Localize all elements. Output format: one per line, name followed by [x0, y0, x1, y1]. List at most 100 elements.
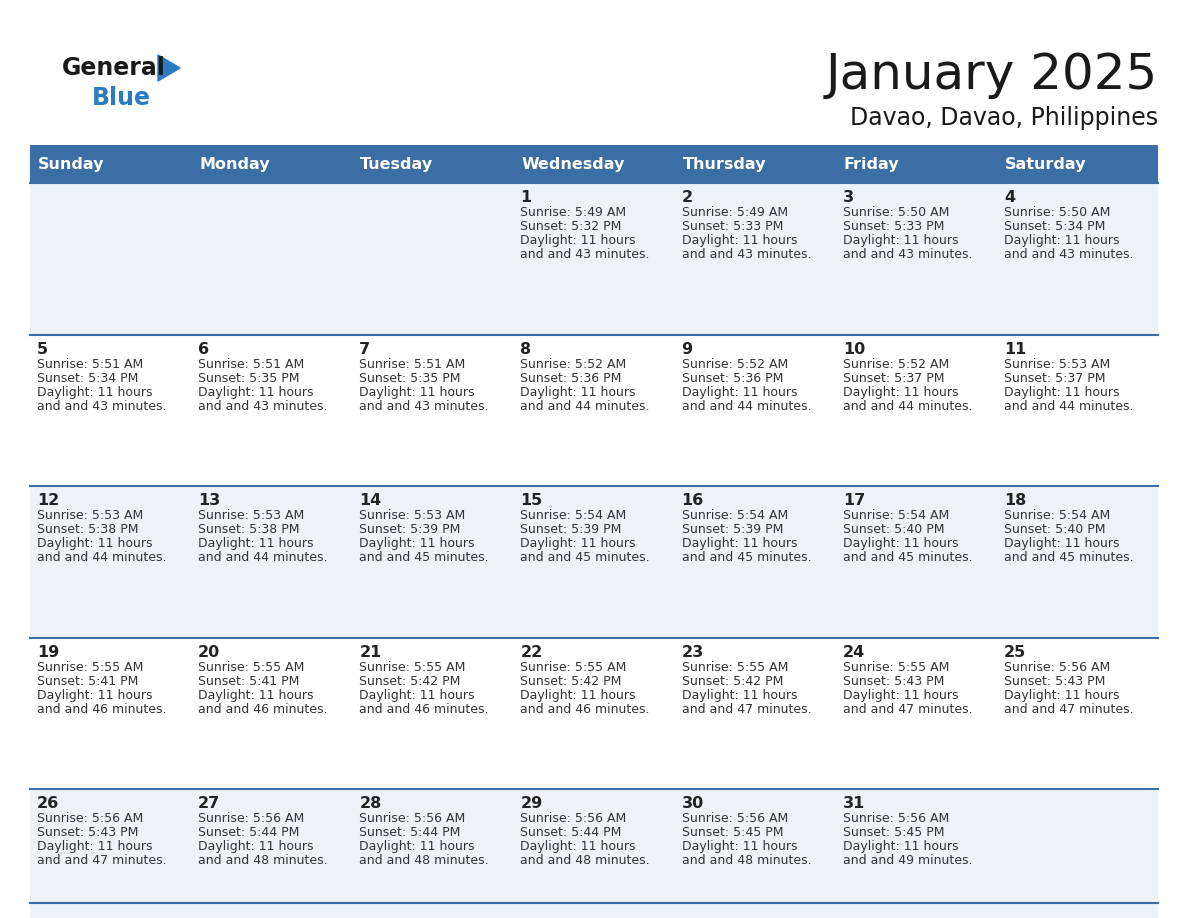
- Text: 19: 19: [37, 644, 59, 660]
- Text: Daylight: 11 hours: Daylight: 11 hours: [359, 386, 475, 398]
- Text: 31: 31: [842, 797, 865, 812]
- Text: 22: 22: [520, 644, 543, 660]
- Text: Sunrise: 5:52 AM: Sunrise: 5:52 AM: [842, 358, 949, 371]
- Text: 30: 30: [682, 797, 703, 812]
- Text: Daylight: 11 hours: Daylight: 11 hours: [37, 840, 152, 854]
- Text: 11: 11: [1004, 341, 1026, 356]
- Text: Sunset: 5:43 PM: Sunset: 5:43 PM: [1004, 675, 1105, 688]
- FancyBboxPatch shape: [675, 789, 835, 918]
- Text: Sunset: 5:33 PM: Sunset: 5:33 PM: [682, 220, 783, 233]
- Text: and and 44 minutes.: and and 44 minutes.: [198, 551, 328, 565]
- Text: Sunset: 5:43 PM: Sunset: 5:43 PM: [37, 826, 138, 839]
- FancyBboxPatch shape: [835, 638, 997, 789]
- Text: and and 44 minutes.: and and 44 minutes.: [520, 399, 650, 412]
- Text: Daylight: 11 hours: Daylight: 11 hours: [682, 386, 797, 398]
- Text: Sunset: 5:39 PM: Sunset: 5:39 PM: [682, 523, 783, 536]
- Text: Sunset: 5:32 PM: Sunset: 5:32 PM: [520, 220, 621, 233]
- FancyBboxPatch shape: [513, 145, 675, 183]
- Text: and and 45 minutes.: and and 45 minutes.: [359, 551, 489, 565]
- Text: Sunrise: 5:55 AM: Sunrise: 5:55 AM: [359, 661, 466, 674]
- Text: Sunset: 5:44 PM: Sunset: 5:44 PM: [359, 826, 461, 839]
- Text: Daylight: 11 hours: Daylight: 11 hours: [520, 234, 636, 247]
- FancyBboxPatch shape: [835, 334, 997, 487]
- FancyBboxPatch shape: [513, 638, 675, 789]
- Text: Sunset: 5:45 PM: Sunset: 5:45 PM: [682, 826, 783, 839]
- Text: Sunrise: 5:56 AM: Sunrise: 5:56 AM: [198, 812, 304, 825]
- Text: and and 46 minutes.: and and 46 minutes.: [359, 703, 488, 716]
- Text: 16: 16: [682, 493, 703, 509]
- Text: Sunrise: 5:51 AM: Sunrise: 5:51 AM: [359, 358, 466, 371]
- FancyBboxPatch shape: [835, 145, 997, 183]
- Text: 1: 1: [520, 190, 531, 205]
- Text: and and 47 minutes.: and and 47 minutes.: [37, 855, 166, 868]
- Text: Sunrise: 5:54 AM: Sunrise: 5:54 AM: [1004, 509, 1110, 522]
- Text: 25: 25: [1004, 644, 1026, 660]
- Text: Monday: Monday: [200, 156, 270, 172]
- FancyBboxPatch shape: [513, 183, 675, 334]
- Text: Sunrise: 5:56 AM: Sunrise: 5:56 AM: [1004, 661, 1110, 674]
- Text: and and 43 minutes.: and and 43 minutes.: [359, 399, 488, 412]
- Text: Daylight: 11 hours: Daylight: 11 hours: [359, 537, 475, 550]
- Text: Sunset: 5:37 PM: Sunset: 5:37 PM: [1004, 372, 1105, 385]
- Text: Sunrise: 5:56 AM: Sunrise: 5:56 AM: [842, 812, 949, 825]
- Text: Sunrise: 5:55 AM: Sunrise: 5:55 AM: [682, 661, 788, 674]
- Text: and and 43 minutes.: and and 43 minutes.: [1004, 248, 1133, 261]
- FancyBboxPatch shape: [30, 145, 191, 183]
- Text: 23: 23: [682, 644, 703, 660]
- FancyBboxPatch shape: [30, 487, 191, 638]
- Text: Thursday: Thursday: [683, 156, 766, 172]
- FancyBboxPatch shape: [997, 487, 1158, 638]
- FancyBboxPatch shape: [513, 487, 675, 638]
- FancyBboxPatch shape: [353, 638, 513, 789]
- Text: Daylight: 11 hours: Daylight: 11 hours: [198, 688, 314, 701]
- Text: Daylight: 11 hours: Daylight: 11 hours: [198, 386, 314, 398]
- Text: 9: 9: [682, 341, 693, 356]
- Text: and and 44 minutes.: and and 44 minutes.: [842, 399, 972, 412]
- Text: Sunset: 5:42 PM: Sunset: 5:42 PM: [359, 675, 461, 688]
- Text: Davao, Davao, Philippines: Davao, Davao, Philippines: [849, 106, 1158, 130]
- Text: 18: 18: [1004, 493, 1026, 509]
- Text: and and 49 minutes.: and and 49 minutes.: [842, 855, 972, 868]
- Text: Sunset: 5:35 PM: Sunset: 5:35 PM: [198, 372, 299, 385]
- Text: 21: 21: [359, 644, 381, 660]
- Text: and and 48 minutes.: and and 48 minutes.: [520, 855, 650, 868]
- Text: Daylight: 11 hours: Daylight: 11 hours: [198, 840, 314, 854]
- Text: and and 48 minutes.: and and 48 minutes.: [359, 855, 489, 868]
- Text: Sunset: 5:44 PM: Sunset: 5:44 PM: [520, 826, 621, 839]
- FancyBboxPatch shape: [675, 334, 835, 487]
- FancyBboxPatch shape: [997, 638, 1158, 789]
- Text: Daylight: 11 hours: Daylight: 11 hours: [37, 537, 152, 550]
- Text: Wednesday: Wednesday: [522, 156, 625, 172]
- FancyBboxPatch shape: [191, 183, 353, 334]
- Text: Daylight: 11 hours: Daylight: 11 hours: [520, 840, 636, 854]
- Text: and and 43 minutes.: and and 43 minutes.: [520, 248, 650, 261]
- Text: Daylight: 11 hours: Daylight: 11 hours: [682, 840, 797, 854]
- Text: Sunday: Sunday: [38, 156, 105, 172]
- FancyBboxPatch shape: [191, 638, 353, 789]
- Text: Sunset: 5:42 PM: Sunset: 5:42 PM: [520, 675, 621, 688]
- Text: Sunrise: 5:56 AM: Sunrise: 5:56 AM: [520, 812, 627, 825]
- Text: Daylight: 11 hours: Daylight: 11 hours: [1004, 688, 1119, 701]
- FancyBboxPatch shape: [30, 334, 191, 487]
- Text: Daylight: 11 hours: Daylight: 11 hours: [520, 688, 636, 701]
- FancyBboxPatch shape: [835, 789, 997, 918]
- Text: 10: 10: [842, 341, 865, 356]
- Text: 4: 4: [1004, 190, 1015, 205]
- Text: and and 45 minutes.: and and 45 minutes.: [520, 551, 650, 565]
- Text: 27: 27: [198, 797, 221, 812]
- Text: Daylight: 11 hours: Daylight: 11 hours: [1004, 537, 1119, 550]
- Text: Sunrise: 5:54 AM: Sunrise: 5:54 AM: [842, 509, 949, 522]
- Text: Friday: Friday: [843, 156, 899, 172]
- FancyBboxPatch shape: [191, 334, 353, 487]
- Text: Blue: Blue: [91, 86, 151, 110]
- Text: and and 48 minutes.: and and 48 minutes.: [198, 855, 328, 868]
- Text: and and 46 minutes.: and and 46 minutes.: [37, 703, 166, 716]
- Text: and and 47 minutes.: and and 47 minutes.: [682, 703, 811, 716]
- Text: Sunrise: 5:53 AM: Sunrise: 5:53 AM: [198, 509, 304, 522]
- FancyBboxPatch shape: [353, 145, 513, 183]
- Text: and and 46 minutes.: and and 46 minutes.: [198, 703, 328, 716]
- Text: and and 43 minutes.: and and 43 minutes.: [842, 248, 972, 261]
- Text: Sunset: 5:40 PM: Sunset: 5:40 PM: [1004, 523, 1105, 536]
- FancyBboxPatch shape: [191, 789, 353, 918]
- Text: Daylight: 11 hours: Daylight: 11 hours: [842, 234, 959, 247]
